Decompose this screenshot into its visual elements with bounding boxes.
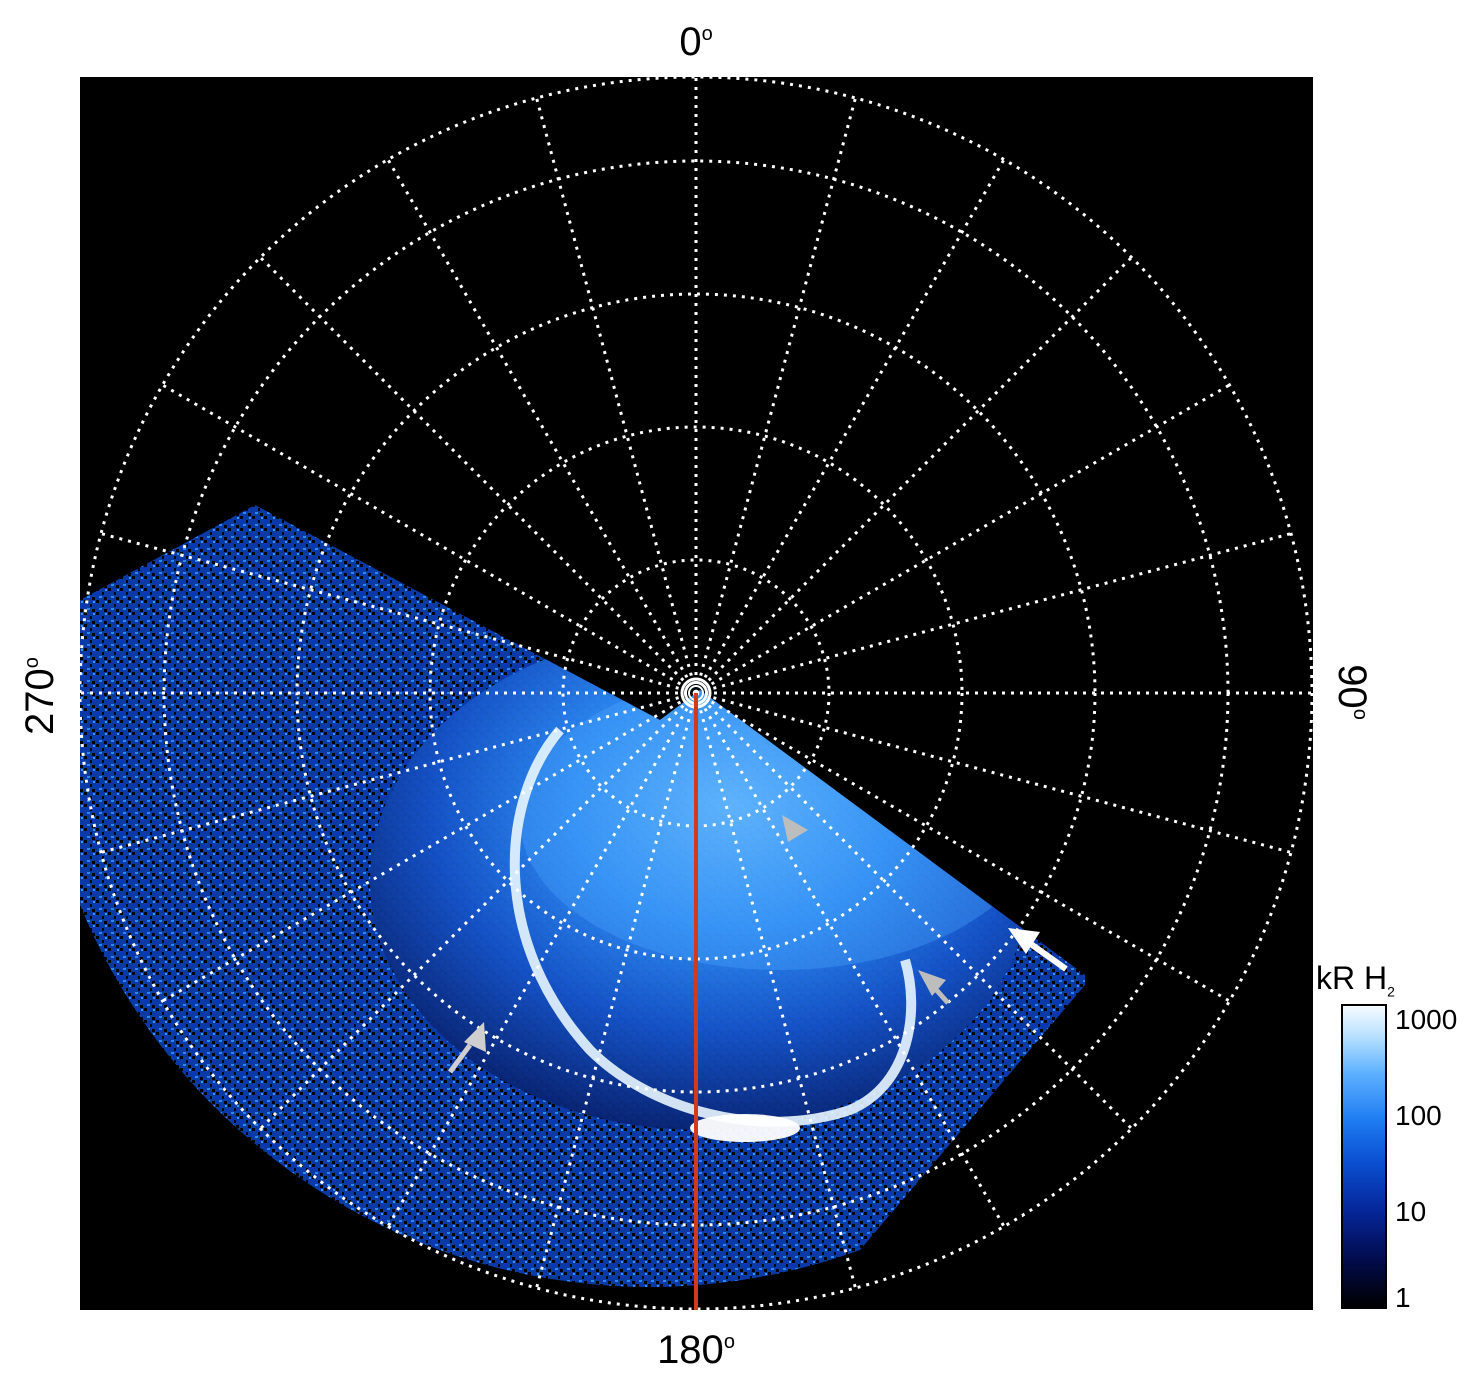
- grid-spoke: [695, 691, 1292, 854]
- grid-spoke: [386, 692, 698, 1228]
- grid-spoke: [695, 383, 1231, 695]
- grid-spoke: [694, 256, 1133, 695]
- longitude-label-270: 270o: [18, 657, 62, 735]
- grid-spoke: [695, 691, 1231, 1003]
- grid-spoke: [386, 158, 698, 694]
- colorbar: [1341, 1004, 1387, 1309]
- grid-spoke: [535, 97, 698, 694]
- grid-spoke: [259, 691, 698, 1130]
- arrow-white-1: [1008, 928, 1068, 972]
- grid-spoke: [100, 532, 697, 695]
- grid-spoke: [694, 692, 857, 1289]
- colorbar-tick-label: 1000: [1395, 1004, 1458, 1035]
- arrow-gray-2: [918, 970, 950, 1005]
- grid-spoke: [695, 532, 1292, 695]
- longitude-label-180: 180o: [657, 1328, 735, 1372]
- grid-spoke: [259, 256, 698, 695]
- grid-spoke: [694, 97, 857, 694]
- main-auroral-oval: [509, 726, 917, 1142]
- colorbar-tick-label: 100: [1395, 1100, 1442, 1131]
- grid-spoke: [161, 383, 697, 695]
- colorbar-title: kR H2: [1316, 960, 1395, 1000]
- colorbar-tick-label: 1: [1395, 1282, 1411, 1313]
- grid-spoke: [161, 691, 697, 1003]
- grid-spoke: [535, 692, 698, 1289]
- longitude-label-0: 0o: [679, 20, 713, 64]
- colorbar-tick-label: 10: [1395, 1196, 1427, 1227]
- arrow-gray-3: [447, 1022, 486, 1074]
- grid-spoke: [694, 692, 1006, 1228]
- grid-spoke: [694, 691, 1133, 1130]
- arrow-gray-1: [782, 815, 808, 842]
- grid-spoke: [694, 158, 1006, 694]
- grid-spoke: [100, 691, 697, 854]
- longitude-label-90: 90o: [1330, 664, 1374, 720]
